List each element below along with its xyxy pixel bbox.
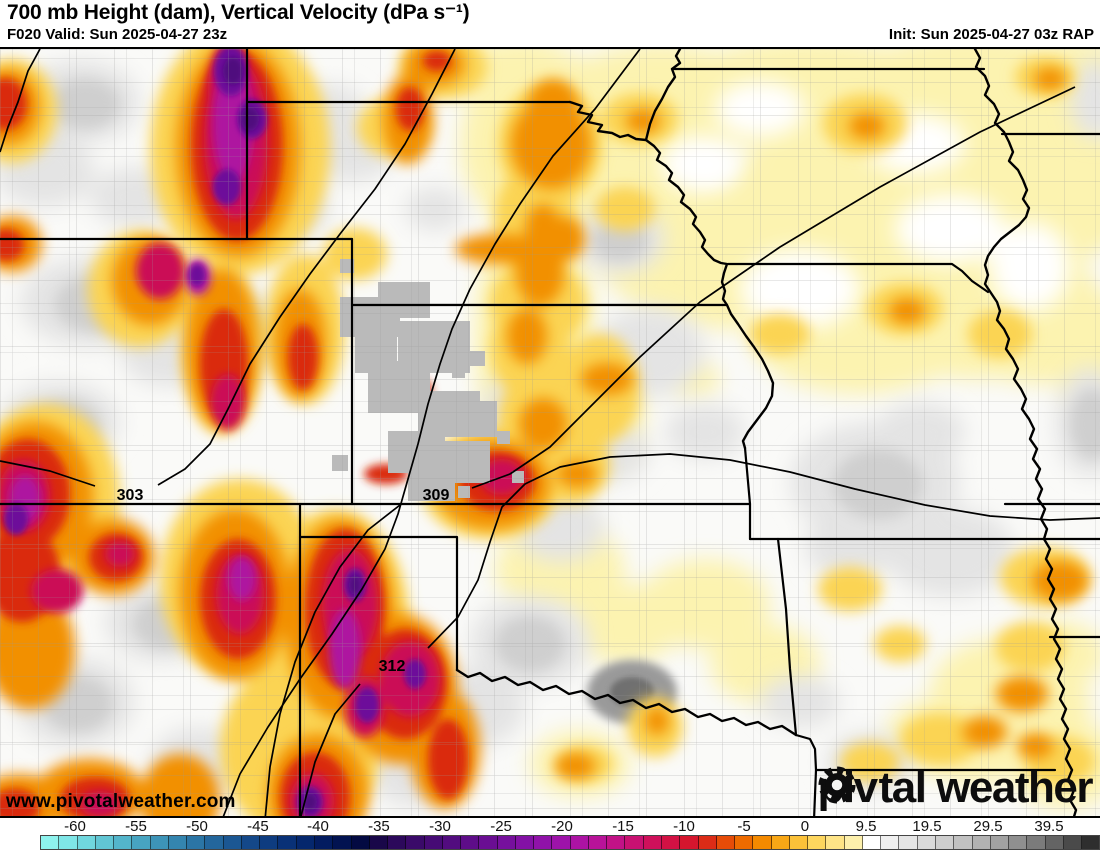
colorbar-cell [205, 836, 224, 849]
colorbar-cell [771, 836, 790, 849]
colorbar-cell [479, 836, 498, 849]
valid-time-label: F020 Valid: Sun 2025-04-27 23z [7, 26, 228, 43]
colorbar-tick-label: -25 [490, 818, 512, 835]
colorbar-tick-label: 29.5 [973, 818, 1003, 835]
colorbar-cell [333, 836, 352, 849]
colorbar-tick-label: -40 [307, 818, 329, 835]
colorbar-cell [1009, 836, 1028, 849]
colorbar-cell [534, 836, 553, 849]
colorbar-tick-label: 39.5 [1034, 818, 1064, 835]
colorbar-tick-label: -50 [186, 818, 208, 835]
colorbar-cell [607, 836, 626, 849]
colorbar-tick-label: -45 [247, 818, 269, 835]
colorbar-cell [314, 836, 334, 849]
colorbar-cell [972, 836, 991, 849]
colorbar-cell [753, 836, 772, 849]
colorbar-cell [351, 836, 370, 849]
colorbar-cell [114, 836, 133, 849]
colorbar-tick-label: 19.5 [912, 818, 942, 835]
colorbar-cell [40, 836, 60, 849]
watermark-url: www.pivotalweather.com [6, 791, 236, 812]
contour-label-303: 303 [117, 487, 144, 504]
map-title: 700 mb Height (dam), Vertical Velocity (… [7, 1, 470, 24]
colorbar-cell [643, 836, 663, 849]
colorbar-cell [406, 836, 425, 849]
colorbar-cell [808, 836, 827, 849]
colorbar-cell [917, 836, 936, 849]
colorbar-tick-label: -35 [368, 818, 390, 835]
colorbar-cell [223, 836, 242, 849]
colorbar-cell [77, 836, 96, 849]
colorbar-tick-label: -55 [125, 818, 147, 835]
colorbar-cell [552, 836, 571, 849]
colorbar-cell [625, 836, 644, 849]
colorbar-tick-label: -5 [737, 818, 751, 835]
colorbar-cell [881, 836, 900, 849]
colorbar-tick-label: -10 [673, 818, 695, 835]
colorbar-cell [954, 836, 973, 849]
colorbar-cell [187, 836, 206, 849]
colorbar-cell [168, 836, 188, 849]
logo-text-tal-weather: tal weather [878, 763, 1094, 812]
colorbar-cell [862, 836, 882, 849]
colorbar-cell [95, 836, 115, 849]
init-time-label: Init: Sun 2025-04-27 03z RAP [888, 26, 1094, 43]
colorbar-cell [497, 836, 516, 849]
colorbar-tick-label: -15 [612, 818, 634, 835]
colorbar-cell [844, 836, 863, 849]
colorbar-cell [59, 836, 78, 849]
colorbar-cell [150, 836, 169, 849]
state-borders [0, 49, 1100, 816]
pivotal-weather-logo: piv tal weather [818, 763, 1094, 812]
colorbar-cell [424, 836, 443, 849]
vertical-velocity-field: 303 309 312 [0, 49, 1100, 816]
colorbar-cell [716, 836, 736, 849]
river-borders [455, 49, 1078, 816]
colorbar-cell [132, 836, 151, 849]
colorbar-cell [369, 836, 389, 849]
colorbar-cell [442, 836, 462, 849]
colorbar-cell [461, 836, 480, 849]
colorbar-cell [662, 836, 681, 849]
contour-label-309: 309 [423, 487, 450, 504]
colorbar-cell [260, 836, 279, 849]
header: 700 mb Height (dam), Vertical Velocity (… [0, 0, 1100, 47]
colorbar-cell [735, 836, 754, 849]
forecast-map: 303 309 312 www.pivotalweather.com piv t… [0, 47, 1100, 818]
colorbar-cell [241, 836, 261, 849]
colorbar-cell [826, 836, 845, 849]
colorbar-cell [388, 836, 407, 849]
colorbar-cell [936, 836, 955, 849]
colorbar-cell [899, 836, 918, 849]
colorbar-tick-label: -30 [429, 818, 451, 835]
colorbar-tick-label: -60 [64, 818, 86, 835]
colorbar-cell [1063, 836, 1083, 849]
colorbar-cell [990, 836, 1010, 849]
colorbar-cell [296, 836, 315, 849]
colorbar-ticks: -60 -55 -50 -45 -40 -35 -30 -25 -20 -15 -10 -5 0 9.5 1… [0, 818, 1100, 835]
contour-label-312: 312 [379, 658, 406, 675]
height-contours [0, 49, 1100, 816]
colorbar-cell [1045, 836, 1064, 849]
colorbar-legend: -60 -55 -50 -45 -40 -35 -30 -25 -20 -15 -10 -5 0 9.5 1… [0, 818, 1100, 850]
colorbar-cell [698, 836, 717, 849]
colorbar-cell [680, 836, 699, 849]
colorbar-cell [1027, 836, 1046, 849]
colorbar-tick-label: 9.5 [855, 818, 877, 835]
colorbar-cell [515, 836, 535, 849]
colorbar-cell [588, 836, 608, 849]
colorbar-cell [789, 836, 809, 849]
colorbar-cell [570, 836, 589, 849]
colorbar-tick-label: 0 [800, 818, 810, 835]
colorbar-tick-label: -20 [551, 818, 573, 835]
colorbar-cell [1082, 836, 1100, 849]
colorbar-swatches [39, 835, 1100, 850]
colorbar-cell [278, 836, 297, 849]
